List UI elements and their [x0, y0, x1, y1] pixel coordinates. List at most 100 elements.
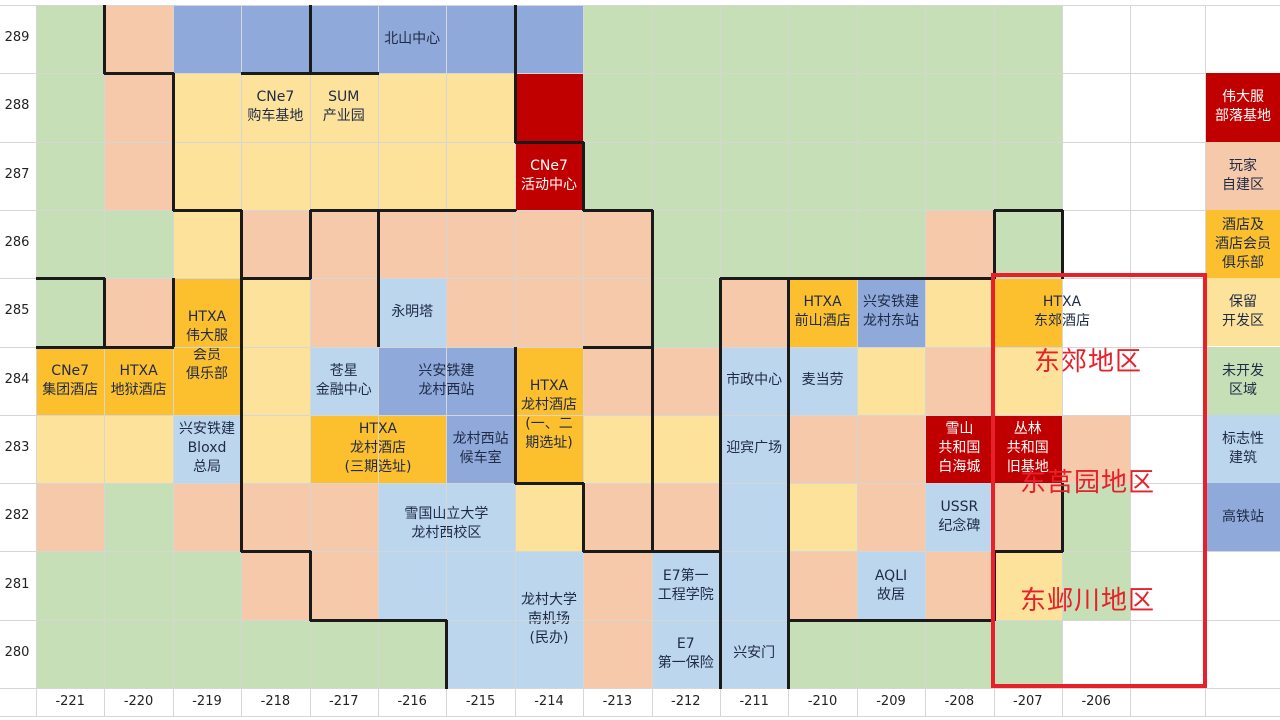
- map-cell: [651, 278, 721, 348]
- map-cell: [309, 209, 379, 279]
- map-cell: [378, 551, 447, 621]
- map-cell: [172, 551, 242, 621]
- map-cell: [378, 278, 447, 348]
- map-cell: [720, 209, 789, 279]
- block-label-canxing: 苍星 金融中心: [315, 362, 372, 398]
- map-cell: [514, 141, 584, 211]
- map-cell: [309, 278, 379, 348]
- district-border: [377, 209, 380, 348]
- map-cell: [925, 483, 995, 552]
- block-label-yongmingta: 永明塔: [391, 303, 434, 320]
- district-border: [308, 5, 312, 75]
- map-cell: [172, 483, 242, 552]
- map-cell: [104, 5, 174, 74]
- map-cell: [993, 414, 1063, 484]
- block-label-xueshan: 雪山 共和国 白海城: [938, 421, 981, 476]
- map-cell: [583, 278, 653, 348]
- block-label-xinganmen: 兴安门: [733, 645, 776, 662]
- map-cell: [788, 141, 858, 211]
- map-cell: [514, 551, 584, 621]
- map-cell: [651, 483, 721, 552]
- district-border: [241, 550, 311, 554]
- district-border: [103, 278, 107, 348]
- map-cell: [993, 73, 1063, 143]
- x-axis-tick: -210: [807, 694, 838, 709]
- map-cell: [583, 414, 653, 484]
- map-cell: [36, 278, 105, 348]
- map-cell: [446, 619, 516, 689]
- map-cell: [1062, 483, 1131, 552]
- map-cell: [788, 414, 858, 484]
- map-cell: [993, 5, 1063, 74]
- district-border: [1061, 483, 1064, 553]
- map-cell: [788, 209, 858, 279]
- district-border: [992, 209, 996, 280]
- map-cell: [856, 551, 926, 621]
- map-cell: [651, 551, 721, 621]
- map-cell: [104, 209, 174, 279]
- block-label-htxa-prison: HTXA 地狱酒店: [110, 362, 167, 398]
- map-cell: [241, 619, 311, 689]
- x-axis-tick: -215: [465, 694, 496, 709]
- map-cell: [993, 346, 1063, 416]
- legend-item: 酒店及 酒店会员 俱乐部: [1206, 209, 1280, 279]
- map-cell: [309, 5, 379, 74]
- district-border: [514, 140, 585, 144]
- map-cell: [309, 551, 379, 621]
- grid-line: [0, 5, 1280, 6]
- map-cell: [378, 346, 447, 416]
- grid-line: [0, 141, 1280, 143]
- map-cell: [36, 619, 105, 689]
- grid-line: [0, 688, 1280, 689]
- legend-item: 高铁站: [1206, 483, 1280, 552]
- map-cell: [1062, 73, 1131, 143]
- x-axis-tick: -207: [1013, 694, 1043, 709]
- map-cell: [36, 483, 105, 552]
- map-cell: [788, 346, 858, 416]
- map-cell: [583, 483, 653, 552]
- x-axis-tick: -221: [55, 694, 85, 709]
- map-cell: [172, 414, 242, 484]
- map-cell: [720, 551, 789, 621]
- district-border: [241, 277, 311, 281]
- legend-item: 标志性 建筑: [1206, 414, 1280, 484]
- x-axis-tick: -220: [123, 694, 154, 709]
- map-cell: [241, 141, 311, 211]
- grid-line: [856, 5, 858, 717]
- map-cell: [583, 346, 653, 416]
- map-cell: [651, 619, 721, 689]
- map-cell: [446, 141, 516, 211]
- map-cell: [993, 209, 1063, 279]
- y-axis-tick: 280: [4, 644, 30, 660]
- map-cell: [241, 5, 311, 74]
- map-cell: [720, 278, 789, 348]
- grid-line: [583, 5, 585, 717]
- map-cell: [788, 5, 858, 74]
- map-cell: [788, 551, 858, 621]
- map-cell: [514, 278, 584, 348]
- block-label-waiting-room: 龙村西站 候车室: [452, 430, 509, 466]
- grid-line: [36, 5, 37, 717]
- x-axis-tick: -209: [876, 694, 906, 709]
- map-cell: [104, 346, 174, 416]
- block-label-mcdonalds: 麦当劳: [801, 372, 844, 389]
- y-axis-tick: 282: [4, 508, 30, 524]
- block-label-htxa-dongjiao: HTXA 东郊酒店: [1028, 278, 1096, 346]
- grid-line: [0, 73, 1280, 75]
- map-cell: [104, 619, 174, 689]
- y-axis-tick: 286: [4, 235, 30, 251]
- map-cell: [651, 414, 721, 484]
- district-border: [788, 618, 995, 622]
- map-cell: [583, 73, 653, 143]
- map-cell: [378, 73, 447, 143]
- grid-line: [0, 483, 1280, 485]
- x-axis-tick: -212: [671, 694, 701, 709]
- map-cell: [36, 209, 105, 279]
- map-cell: [720, 141, 789, 211]
- map-cell: [241, 73, 311, 143]
- map-cell: [856, 414, 926, 484]
- district-border: [513, 209, 517, 211]
- map-cell: [446, 551, 516, 621]
- legend-item: 未开发 区域: [1206, 346, 1280, 415]
- district-border: [445, 619, 449, 689]
